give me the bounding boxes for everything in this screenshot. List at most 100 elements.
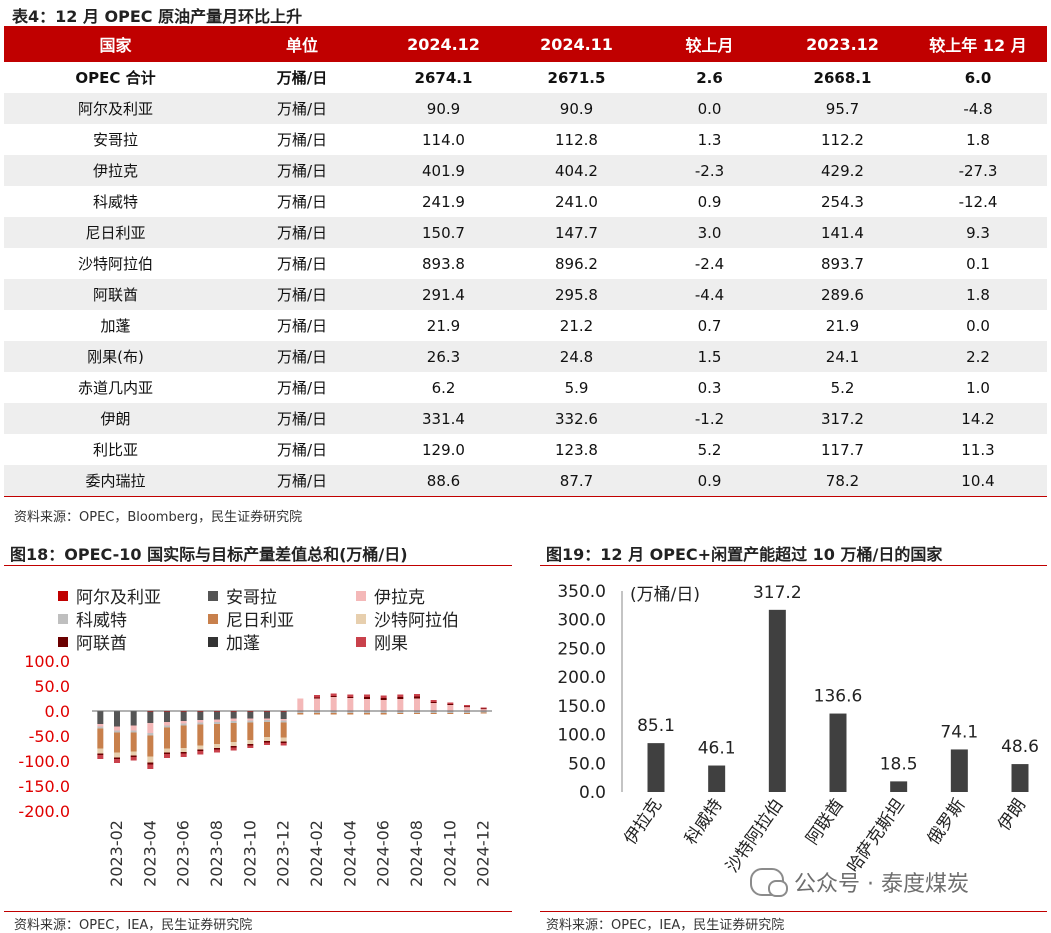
stacked-bar-segment [247,740,254,744]
stacked-bar-segment [480,709,487,711]
stacked-bar-segment [280,743,287,746]
stacked-bar-segment [280,737,287,742]
table-row: 尼日利亚 万桶/日 150.7 147.7 3.0 141.4 9.3 [4,217,1047,248]
stacked-bar-segment [164,722,170,726]
stacked-bar-segment [130,711,137,726]
table-cell: 阿联酋 [4,279,227,310]
legend-item: 阿尔及利亚 [58,583,161,608]
stacked-bar-segment [330,713,337,715]
legend-label: 尼日利亚 [226,611,294,631]
stacked-bar-segment [364,697,370,699]
chart18-title: 图18：OPEC-10 国实际与目标产量差值总和(万桶/日) [10,545,408,564]
stacked-bar-segment [480,712,487,714]
stacked-bar-segment [130,725,137,731]
table-cell: 429.2 [776,155,909,186]
stacked-bar-segment [414,696,420,699]
stacked-bar-segment [264,720,270,722]
stacked-bar-segment [114,711,120,727]
chart19-svg: 350.0 300.0 250.0 200.0 150.0 100.0 50.0 0.0 (万桶… [557,582,1039,876]
chart18-title-rule [4,565,512,566]
stacked-bar-segment [114,730,120,733]
stacked-bar-segment [397,711,404,713]
stacked-bar-segment [214,724,220,744]
table-cell: -2.4 [694,254,725,273]
stacked-bar-segment [280,712,287,719]
stacked-bar-segment [314,697,320,699]
stacked-bar-segment [430,713,437,714]
x-tick-label: 2024-10 [440,820,459,887]
stacked-bar-segment [297,698,304,711]
table-cell: -12.4 [958,192,998,211]
bar-value-label: 18.5 [880,754,918,774]
legend-label: 沙特阿拉伯 [374,611,459,631]
table-cell: 万桶/日 [227,155,377,186]
stacked-bar-segment [197,749,204,751]
stacked-bar-segment [297,713,304,715]
stacked-bar-segment [147,756,154,763]
legend-item: 沙特阿拉伯 [356,606,459,631]
bar-value-label: 74.1 [940,722,978,742]
stacked-bar-segment [247,744,254,746]
stacked-bar-segment [97,728,104,749]
table-cell: 万桶/日 [276,69,328,87]
bar-value-label: 317.2 [753,583,802,603]
stacked-bar-segment [97,726,104,729]
stacked-bar-segment [447,702,454,704]
stacked-bar-segment [230,742,237,746]
table-cell: 加蓬 [100,317,131,335]
table-cell: 95.7 [776,93,909,124]
table-header-cell: 较上月 [643,26,776,62]
stacked-bar-segment [197,745,204,750]
stacked-bar-segment [197,751,204,755]
table-cell: 129.0 [422,440,465,459]
stacked-bar-segment [314,698,320,711]
table-cell: 404.2 [510,155,643,186]
table-cell: 万桶/日 [227,279,377,310]
stacked-bar-segment [447,713,454,714]
table-cell: 伊拉克 [4,155,227,186]
table-cell: 0.9 [643,465,776,497]
x-tick-label: 2023-10 [240,820,259,887]
y-tick-label: 0.0 [579,783,606,803]
stacked-bar-segment [230,746,237,748]
x-category-label: 阿联酋 [802,795,848,848]
table-cell: 2668.1 [813,68,872,87]
stacked-bar-segment [147,723,154,733]
stacked-bar-segment [147,733,154,736]
table-cell: 317.2 [776,403,909,434]
stacked-bar-segment [430,703,437,711]
table-cell: 0.1 [966,254,990,273]
table-cell: 291.4 [377,279,510,310]
table-cell: 11.3 [961,440,995,459]
table-cell: 21.9 [825,316,860,335]
x-tick-label: 2023-08 [207,820,226,887]
watermark: 公众号 · 泰度煤炭 [750,866,969,898]
table-cell: 万桶/日 [227,93,377,124]
stacked-bar-segment [480,707,487,709]
table-cell: 241.0 [555,192,598,211]
stacked-bar-segment [447,705,454,711]
stacked-bar-segment [164,712,170,722]
stacked-bar-segment [97,724,104,727]
table-cell: 114.0 [422,130,465,149]
table-cell: 87.7 [510,465,643,497]
chart18-source: 资料来源：OPEC，IEA，民生证券研究院 [14,918,253,933]
stacked-bar-segment [330,711,337,713]
table-cell: 893.7 [821,254,864,273]
legend-item: 安哥拉 [208,583,277,608]
table-cell: 78.2 [776,465,909,497]
stacked-bar-segment [264,718,270,720]
table-cell: 21.2 [559,316,594,335]
table-title: 表4：12 月 OPEC 原油产量月环比上升 [12,7,303,26]
y-tick-label: -50.0 [29,727,70,746]
stacked-bar-segment [197,712,204,720]
stacked-bar-segment [247,712,254,719]
table-cell: 万桶/日 [276,441,328,459]
table-row: 赤道几内亚 万桶/日 6.2 5.9 0.3 5.2 1.0 [4,372,1047,403]
legend-swatch [58,636,68,647]
table-cell: 2674.1 [414,68,473,87]
y-tick-label: -150.0 [18,777,70,796]
table-row: 伊朗 万桶/日 331.4 332.6 -1.2 317.2 14.2 [4,403,1047,434]
stacked-bar-segment [230,712,237,719]
x-tick-label: 2024-02 [307,820,326,887]
